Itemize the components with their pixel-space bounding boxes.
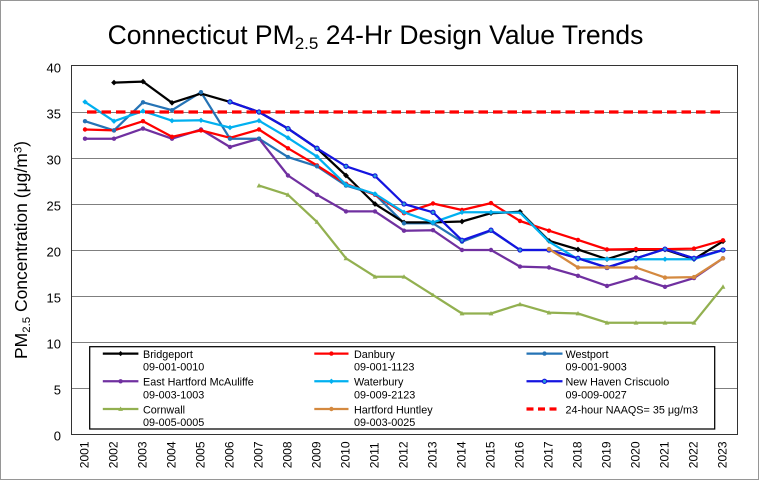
svg-text:2005: 2005: [194, 441, 208, 468]
svg-text:0: 0: [54, 428, 61, 443]
svg-text:2021: 2021: [658, 441, 672, 468]
svg-text:2015: 2015: [484, 441, 498, 468]
svg-text:09-003-1003: 09-003-1003: [143, 389, 204, 401]
svg-text:09-001-9003: 09-001-9003: [566, 362, 627, 374]
svg-text:24-hour NAAQS= 35 μg/m3: 24-hour NAAQS= 35 μg/m3: [566, 404, 699, 416]
svg-text:2022: 2022: [687, 441, 701, 468]
svg-text:2006: 2006: [223, 441, 237, 468]
svg-text:PM2.5 Concentration (μg/m3): PM2.5 Concentration (μg/m3): [11, 141, 33, 359]
svg-text:2001: 2001: [78, 441, 92, 468]
svg-text:2011: 2011: [368, 442, 382, 468]
svg-text:2019: 2019: [600, 441, 614, 468]
svg-text:20: 20: [47, 244, 61, 259]
svg-text:2023: 2023: [716, 441, 730, 468]
svg-text:15: 15: [47, 290, 61, 305]
svg-text:2004: 2004: [165, 441, 179, 468]
svg-text:30: 30: [47, 152, 61, 167]
svg-text:Westport: Westport: [566, 349, 609, 361]
svg-text:35: 35: [47, 106, 61, 121]
svg-text:2013: 2013: [426, 441, 440, 468]
svg-text:09-009-2123: 09-009-2123: [354, 389, 415, 401]
svg-text:09-001-0010: 09-001-0010: [143, 362, 204, 374]
svg-text:2007: 2007: [252, 441, 266, 468]
svg-text:09-001-1123: 09-001-1123: [354, 362, 414, 374]
svg-text:2020: 2020: [629, 441, 643, 468]
svg-text:Connecticut PM2.5 24-Hr Design: Connecticut PM2.5 24-Hr Design Value Tre…: [108, 20, 644, 53]
svg-text:2017: 2017: [542, 441, 556, 468]
svg-text:2012: 2012: [397, 441, 411, 468]
svg-text:2018: 2018: [571, 441, 585, 468]
svg-text:Bridgeport: Bridgeport: [143, 349, 193, 361]
svg-text:Cornwall: Cornwall: [143, 404, 185, 416]
svg-text:10: 10: [47, 336, 61, 351]
svg-text:09-009-0027: 09-009-0027: [566, 389, 627, 401]
svg-text:09-003-0025: 09-003-0025: [354, 417, 415, 429]
svg-text:New Haven Criscuolo: New Haven Criscuolo: [566, 377, 670, 389]
svg-text:25: 25: [47, 198, 61, 213]
svg-text:2002: 2002: [107, 441, 121, 468]
svg-text:Hartford Huntley: Hartford Huntley: [354, 404, 433, 416]
svg-text:Danbury: Danbury: [354, 349, 395, 361]
svg-text:09-005-0005: 09-005-0005: [143, 417, 204, 429]
svg-text:2009: 2009: [310, 441, 324, 468]
svg-text:2010: 2010: [339, 441, 353, 468]
svg-text:2008: 2008: [281, 441, 295, 468]
svg-text:East Hartford McAuliffe: East Hartford McAuliffe: [143, 377, 254, 389]
svg-text:40: 40: [47, 60, 61, 75]
svg-text:2014: 2014: [455, 441, 469, 468]
svg-text:2003: 2003: [136, 441, 150, 468]
svg-text:5: 5: [54, 382, 61, 397]
svg-text:2016: 2016: [513, 441, 527, 468]
svg-text:Waterbury: Waterbury: [354, 377, 404, 389]
